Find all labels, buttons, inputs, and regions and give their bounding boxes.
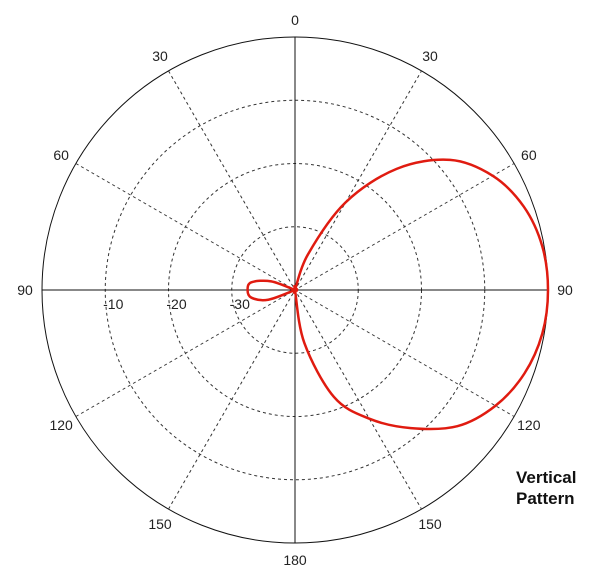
angle-label-0: 0 [291,12,299,28]
chart-title: Vertical Pattern [516,467,577,509]
ring-label-1: -20 [166,296,186,312]
angle-label-6: 180 [283,552,307,566]
angle-label-5: 150 [148,516,172,532]
chart-title-line-2: Pattern [516,489,575,508]
chart-title-line-1: Vertical [516,468,577,487]
angle-label-9: 90 [557,282,573,298]
ring-label-2: -10 [103,296,123,312]
angle-label-3: 90 [17,282,33,298]
angle-label-1: 30 [152,48,168,64]
pattern-series-0 [246,158,550,431]
series-layer [246,158,550,431]
angle-label-10: 60 [521,147,537,163]
angle-label-11: 30 [422,48,438,64]
angle-label-4: 120 [49,417,73,433]
angle-label-2: 60 [53,147,69,163]
ring-label-0: -30 [230,296,250,312]
angle-label-8: 120 [517,417,541,433]
label-layer: 0 30 60 90 120 150 180 150 120 90 60 30 -30 -20 -10 [17,12,573,566]
angle-label-7: 150 [418,516,442,532]
